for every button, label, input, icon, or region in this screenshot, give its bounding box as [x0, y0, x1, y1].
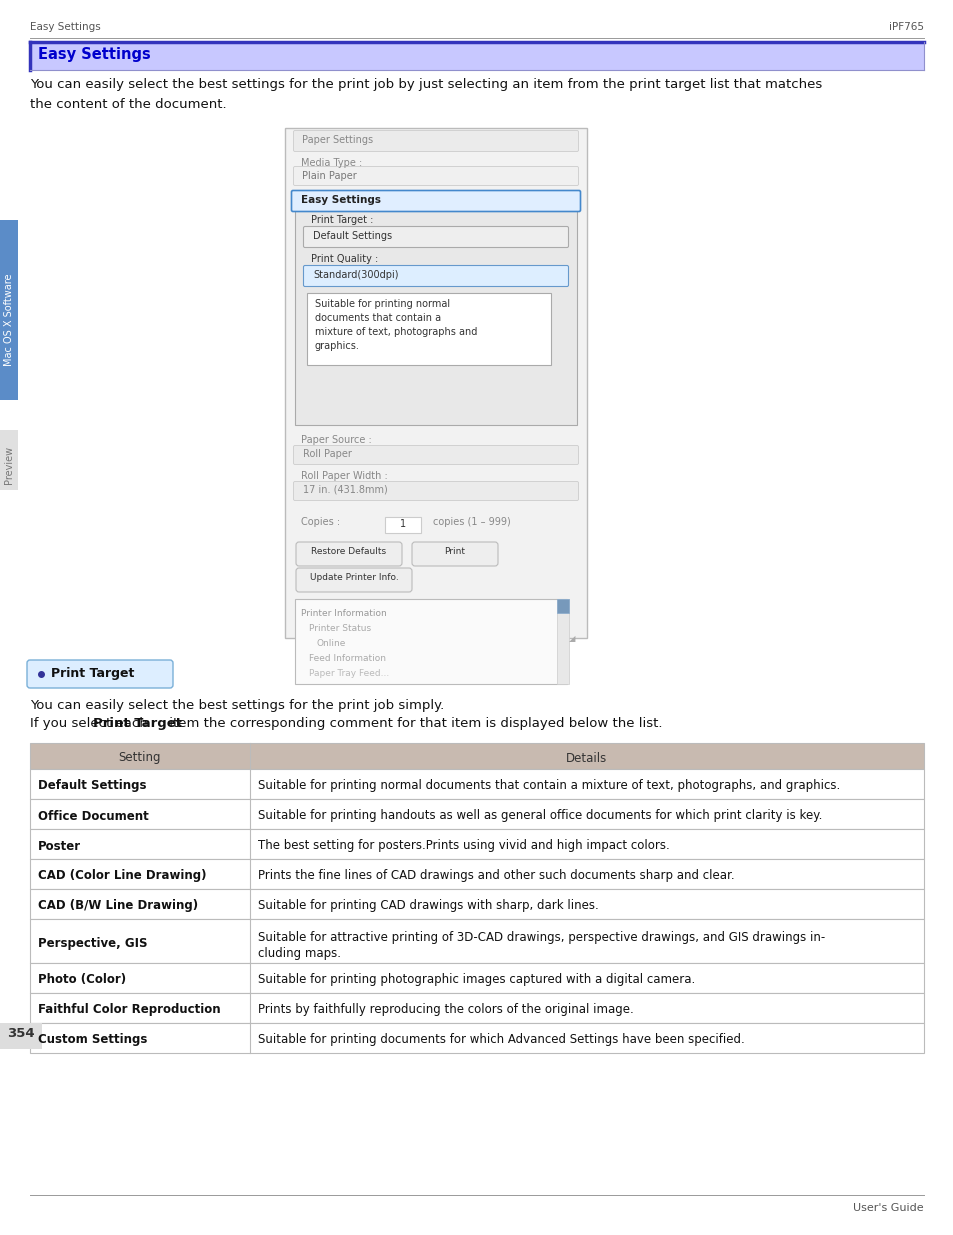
Bar [307, 293, 551, 366]
Bar [30, 860, 923, 889]
Text: You can easily select the best settings for the print job simply.: You can easily select the best settings … [30, 699, 444, 713]
Bar [30, 1023, 923, 1053]
Text: Office Document: Office Document [38, 809, 149, 823]
Text: Feed Information: Feed Information [309, 655, 386, 663]
Text: copies (1 – 999): copies (1 – 999) [433, 517, 510, 527]
FancyBboxPatch shape [295, 568, 412, 592]
Text: Roll Paper: Roll Paper [303, 450, 352, 459]
Text: item the corresponding comment for that item is displayed below the list.: item the corresponding comment for that … [165, 718, 661, 730]
FancyBboxPatch shape [294, 482, 578, 500]
Text: Poster: Poster [38, 840, 81, 852]
Bar [30, 963, 923, 993]
Text: CAD (B/W Line Drawing): CAD (B/W Line Drawing) [38, 899, 198, 913]
FancyBboxPatch shape [303, 226, 568, 247]
Text: the content of the document.: the content of the document. [30, 98, 227, 111]
Text: Suitable for printing photographic images captured with a digital camera.: Suitable for printing photographic image… [257, 973, 695, 987]
Text: Setting: Setting [118, 752, 161, 764]
Text: Media Type :: Media Type : [301, 158, 362, 168]
Bar [285, 128, 586, 638]
Text: Paper Settings: Paper Settings [302, 135, 373, 144]
Text: Plain Paper: Plain Paper [302, 170, 356, 182]
Bar [30, 799, 923, 829]
Text: Custom Settings: Custom Settings [38, 1034, 147, 1046]
FancyBboxPatch shape [294, 446, 578, 464]
Text: Default Settings: Default Settings [38, 779, 147, 793]
Text: cluding maps.: cluding maps. [257, 946, 340, 960]
Bar [557, 599, 568, 613]
Text: Suitable for printing handouts as well as general office documents for which pri: Suitable for printing handouts as well a… [257, 809, 821, 823]
Text: Suitable for printing CAD drawings with sharp, dark lines.: Suitable for printing CAD drawings with … [257, 899, 598, 913]
Text: User's Guide: User's Guide [853, 1203, 923, 1213]
Text: Printer Information: Printer Information [301, 609, 386, 618]
FancyBboxPatch shape [294, 131, 578, 152]
FancyBboxPatch shape [412, 542, 497, 566]
Text: Suitable for printing normal documents that contain a mixture of text, photograp: Suitable for printing normal documents t… [257, 779, 840, 793]
Text: Mac OS X Software: Mac OS X Software [4, 274, 14, 367]
Bar [557, 599, 568, 684]
Text: Easy Settings: Easy Settings [38, 47, 151, 62]
Text: Prints by faithfully reproducing the colors of the original image.: Prints by faithfully reproducing the col… [257, 1004, 633, 1016]
Text: Print: Print [444, 547, 465, 556]
Text: 17 in. (431.8mm): 17 in. (431.8mm) [303, 485, 387, 495]
Text: ◢: ◢ [568, 634, 575, 643]
FancyBboxPatch shape [294, 167, 578, 185]
Text: Faithful Color Reproduction: Faithful Color Reproduction [38, 1004, 220, 1016]
Text: Photo (Color): Photo (Color) [38, 973, 126, 987]
Text: Online: Online [316, 638, 346, 648]
Text: Paper Source :: Paper Source : [301, 435, 372, 445]
Bar [385, 517, 420, 534]
Text: 1: 1 [399, 519, 406, 529]
FancyBboxPatch shape [295, 542, 401, 566]
Bar [0, 1023, 42, 1049]
Text: Print Quality :: Print Quality : [311, 254, 377, 264]
Bar [30, 829, 923, 860]
Text: Suitable for attractive printing of 3D-CAD drawings, perspective drawings, and G: Suitable for attractive printing of 3D-C… [257, 930, 824, 944]
Text: CAD (Color Line Drawing): CAD (Color Line Drawing) [38, 869, 206, 883]
Bar [0, 220, 18, 400]
Text: Roll Paper Width :: Roll Paper Width : [301, 471, 387, 480]
Bar [0, 430, 18, 490]
Bar [294, 599, 566, 684]
Text: Printer Status: Printer Status [309, 624, 371, 634]
Text: Easy Settings: Easy Settings [30, 22, 101, 32]
Bar [30, 993, 923, 1023]
Bar [30, 889, 923, 919]
Bar [30, 743, 923, 769]
Text: Details: Details [566, 752, 607, 764]
Text: Paper Tray Feed...: Paper Tray Feed... [309, 669, 389, 678]
Text: 354: 354 [8, 1028, 34, 1040]
FancyBboxPatch shape [292, 190, 579, 211]
Text: Update Printer Info.: Update Printer Info. [310, 573, 398, 582]
Text: If you select each: If you select each [30, 718, 152, 730]
Bar [30, 42, 923, 70]
Text: Easy Settings: Easy Settings [301, 195, 380, 205]
Text: Copies :: Copies : [301, 517, 340, 527]
Text: iPF765: iPF765 [888, 22, 923, 32]
Text: Preview: Preview [4, 446, 14, 484]
Text: Default Settings: Default Settings [313, 231, 392, 241]
Text: Perspective, GIS: Perspective, GIS [38, 936, 148, 950]
Text: The best setting for posters.Prints using vivid and high impact colors.: The best setting for posters.Prints usin… [257, 840, 669, 852]
Text: Restore Defaults: Restore Defaults [311, 547, 386, 556]
Text: Suitable for printing documents for which Advanced Settings have been specified.: Suitable for printing documents for whic… [257, 1034, 744, 1046]
Text: You can easily select the best settings for the print job by just selecting an i: You can easily select the best settings … [30, 78, 821, 91]
Text: Print Target: Print Target [51, 667, 134, 680]
Text: Standard(300dpi): Standard(300dpi) [313, 270, 398, 280]
Text: Print Target :: Print Target : [311, 215, 373, 225]
Text: Prints the fine lines of CAD drawings and other such documents sharp and clear.: Prints the fine lines of CAD drawings an… [257, 869, 734, 883]
Text: Suitable for printing normal
documents that contain a
mixture of text, photograp: Suitable for printing normal documents t… [314, 299, 476, 351]
Text: Print Target: Print Target [92, 718, 182, 730]
Bar [30, 769, 923, 799]
Bar [30, 919, 923, 963]
Bar [294, 210, 577, 425]
FancyBboxPatch shape [303, 266, 568, 287]
FancyBboxPatch shape [27, 659, 172, 688]
